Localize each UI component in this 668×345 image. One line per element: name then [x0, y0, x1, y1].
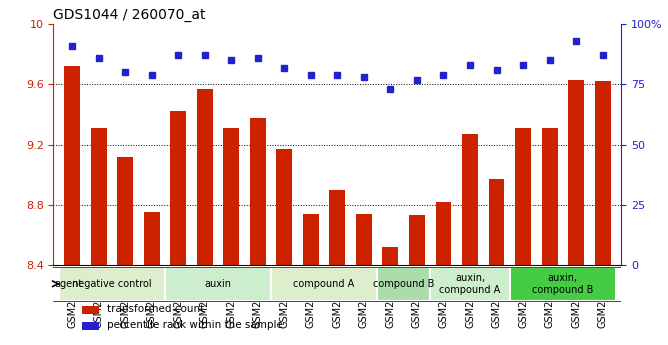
- Text: compound B: compound B: [373, 279, 434, 289]
- FancyBboxPatch shape: [165, 267, 271, 300]
- FancyBboxPatch shape: [430, 267, 510, 300]
- FancyBboxPatch shape: [377, 267, 430, 300]
- Text: negative control: negative control: [72, 279, 152, 289]
- Text: compound A: compound A: [293, 279, 355, 289]
- Bar: [64, 66, 80, 345]
- Bar: [542, 128, 558, 345]
- Bar: [568, 80, 584, 345]
- Bar: [82, 306, 99, 314]
- Bar: [356, 214, 372, 345]
- Bar: [436, 202, 452, 345]
- Bar: [595, 81, 611, 345]
- Bar: [383, 247, 398, 345]
- Bar: [329, 190, 345, 345]
- Bar: [117, 157, 133, 345]
- Text: agent: agent: [54, 279, 82, 289]
- Bar: [91, 128, 106, 345]
- Text: auxin: auxin: [204, 279, 231, 289]
- Text: GDS1044 / 260070_at: GDS1044 / 260070_at: [53, 8, 206, 22]
- FancyBboxPatch shape: [271, 267, 377, 300]
- Bar: [515, 128, 531, 345]
- Bar: [250, 118, 266, 345]
- Bar: [170, 111, 186, 345]
- Text: auxin,
compound B: auxin, compound B: [532, 273, 594, 295]
- FancyBboxPatch shape: [510, 267, 616, 300]
- Bar: [277, 149, 292, 345]
- Bar: [488, 179, 504, 345]
- Bar: [303, 214, 319, 345]
- Bar: [144, 213, 160, 345]
- Bar: [223, 128, 239, 345]
- Text: transformed count: transformed count: [108, 304, 204, 314]
- Bar: [409, 215, 425, 345]
- Text: percentile rank within the sample: percentile rank within the sample: [108, 320, 283, 330]
- Bar: [82, 322, 99, 330]
- Bar: [462, 134, 478, 345]
- Bar: [196, 89, 212, 345]
- Text: auxin,
compound A: auxin, compound A: [440, 273, 500, 295]
- FancyBboxPatch shape: [59, 267, 165, 300]
